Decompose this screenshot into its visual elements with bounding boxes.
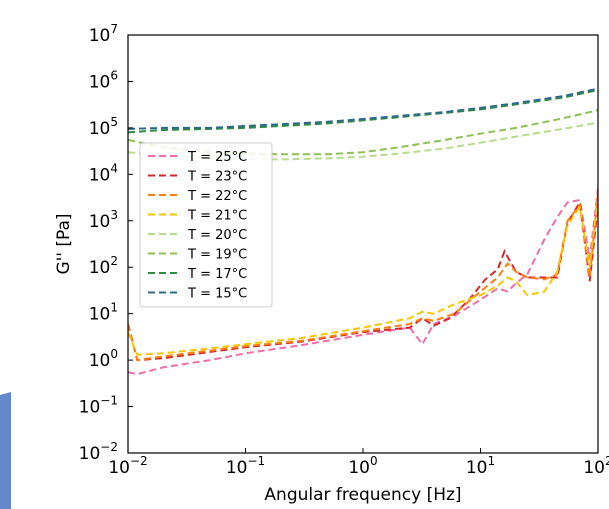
x-tick-label-2: 100 <box>348 454 377 478</box>
legend-label-0: T = 25°C <box>187 150 247 165</box>
background-shape <box>0 392 11 509</box>
legend-label-2: T = 22°C <box>187 189 247 204</box>
y-tick-label-4: 102 <box>89 254 118 278</box>
series-line-3 <box>128 198 598 356</box>
x-tick-label-4: 102 <box>583 454 609 478</box>
x-tick-label-3: 101 <box>466 454 495 478</box>
y-tick-label-2: 100 <box>89 347 118 371</box>
legend-label-3: T = 21°C <box>187 209 247 224</box>
x-axis-title: Angular frequency [Hz] <box>264 485 461 505</box>
y-tick-label-5: 103 <box>89 208 118 232</box>
axis-ticks: 10−2 10−1 100 101 102 10−2 10−1 100 101 102 103 104… <box>79 22 609 478</box>
y-tick-label-8: 106 <box>89 68 118 92</box>
legend-label-5: T = 19°C <box>187 248 247 263</box>
series-line-2 <box>128 192 598 362</box>
y-axis-title: G'' [Pa] <box>54 213 74 274</box>
y-tick-label-7: 105 <box>89 115 118 139</box>
y-tick-label-3: 101 <box>89 301 118 325</box>
y-tick-label-0: 10−2 <box>79 440 118 464</box>
series-line-7 <box>128 87 598 130</box>
series-line-0 <box>128 188 598 376</box>
y-tick-label-6: 104 <box>89 161 118 185</box>
legend-box <box>139 142 273 308</box>
legend: T = 25°C T = 23°C T = 22°C T = 21°C T = 20°C… <box>139 142 273 308</box>
x-tick-label-0: 10−2 <box>108 454 147 478</box>
legend-label-7: T = 15°C <box>187 287 247 302</box>
legend-label-4: T = 20°C <box>187 228 247 243</box>
y-tick-label-1: 10−1 <box>79 394 118 418</box>
y-tick-label-9: 107 <box>89 22 118 46</box>
x-tick-label-1: 10−1 <box>226 454 265 478</box>
legend-label-6: T = 17°C <box>187 267 247 282</box>
legend-label-1: T = 23°C <box>187 170 247 185</box>
